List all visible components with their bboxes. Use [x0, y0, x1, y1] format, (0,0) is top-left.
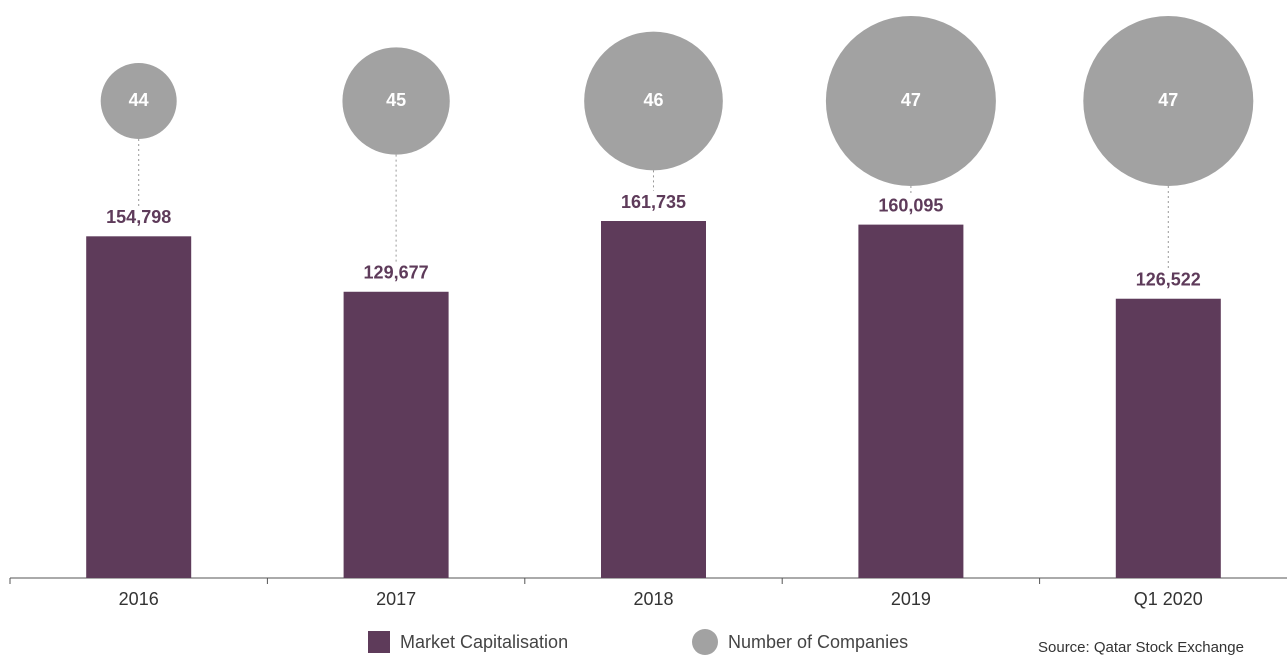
- bar: [1115, 298, 1221, 578]
- legend-swatch: [368, 631, 390, 653]
- bar: [858, 224, 964, 578]
- x-tick-label: 2016: [119, 589, 159, 609]
- bar: [601, 221, 706, 578]
- bubble: [100, 63, 177, 139]
- bubble-label: 45: [386, 90, 406, 110]
- bar-value-label: 161,735: [621, 192, 686, 212]
- bubble: [342, 47, 450, 155]
- bar: [343, 291, 449, 578]
- source-note: Source: Qatar Stock Exchange: [1038, 639, 1244, 656]
- x-tick-label: 2017: [376, 589, 416, 609]
- bubble-label: 46: [643, 90, 663, 110]
- bar-value-label: 126,522: [1136, 269, 1201, 289]
- bar-value-label: 160,095: [878, 195, 943, 215]
- x-tick-label: Q1 2020: [1134, 589, 1203, 609]
- legend-swatch: [692, 629, 718, 655]
- bubble: [584, 31, 723, 171]
- bubble-label: 44: [129, 90, 149, 110]
- x-tick-label: 2018: [633, 589, 673, 609]
- bar-value-label: 154,798: [106, 207, 171, 227]
- x-tick-label: 2019: [891, 589, 931, 609]
- bubble-label: 47: [1158, 90, 1178, 110]
- bubble-label: 47: [901, 90, 921, 110]
- legend-label: Number of Companies: [728, 632, 908, 652]
- legend-label: Market Capitalisation: [400, 632, 568, 652]
- bar: [86, 236, 192, 578]
- bubble: [825, 16, 996, 186]
- bubble: [1083, 16, 1254, 186]
- bar-value-label: 129,677: [364, 263, 429, 283]
